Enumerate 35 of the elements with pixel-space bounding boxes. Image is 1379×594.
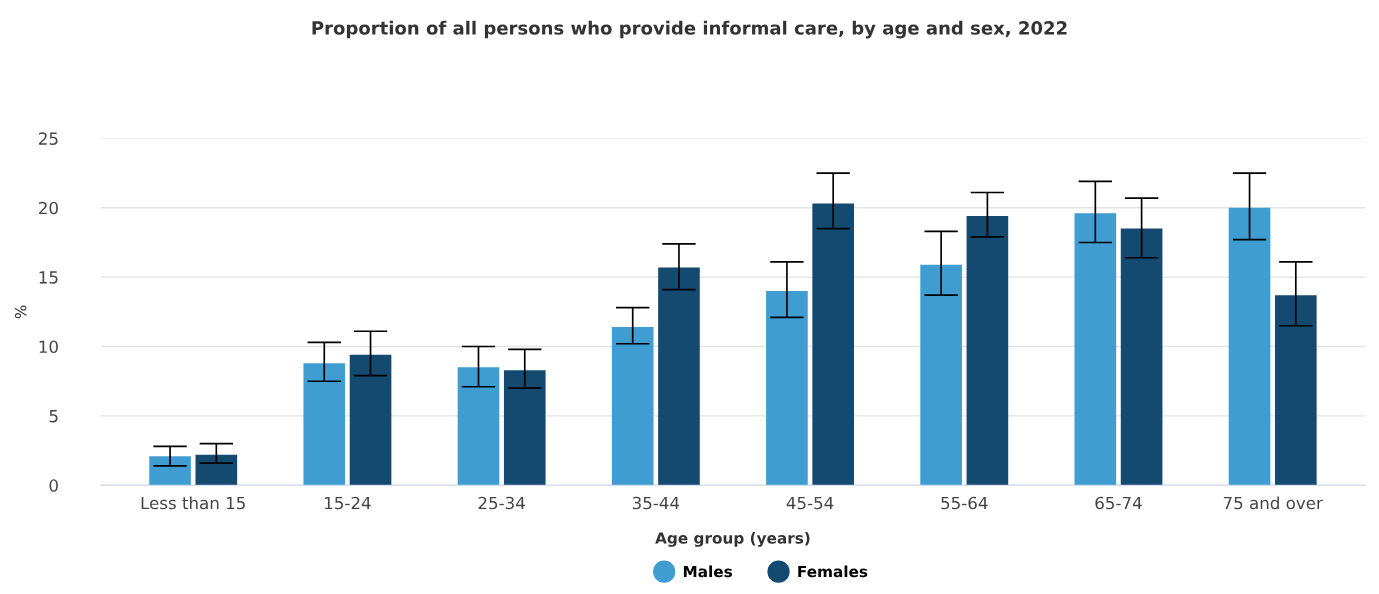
bar	[195, 454, 238, 486]
bar	[303, 363, 346, 486]
y-tick-label: 0	[49, 479, 58, 492]
x-tick-label: 35-44	[632, 496, 680, 510]
y-axis-title: %	[14, 305, 27, 319]
y-tick-label: 10	[39, 340, 58, 354]
bar	[920, 264, 962, 486]
bar	[1120, 228, 1163, 486]
legend-label: Females	[798, 565, 868, 578]
y-tick-label: 15	[39, 271, 58, 284]
x-tick-label: 55-64	[941, 496, 988, 510]
bar	[149, 456, 191, 486]
x-tick-label: 75 and over	[1223, 496, 1323, 510]
x-tick-label: 65-74	[1095, 496, 1142, 510]
x-tick-label: 15-24	[325, 496, 371, 510]
x-axis-title: Age group (years)	[655, 531, 810, 547]
bar	[349, 354, 392, 486]
bar	[766, 291, 808, 486]
y-tick-label: 20	[39, 201, 58, 215]
bar	[611, 327, 654, 486]
x-tick-label: 45-54	[786, 496, 834, 510]
legend-label: Males	[683, 565, 732, 578]
y-tick-label: 5	[49, 410, 58, 423]
bar	[457, 367, 500, 486]
bar	[503, 370, 546, 486]
bar	[1275, 295, 1317, 486]
bar	[966, 216, 1009, 486]
x-tick-label: 25-34	[478, 496, 525, 510]
y-tick-label: 25	[39, 132, 58, 145]
bar	[658, 267, 700, 486]
bar	[812, 203, 854, 486]
bar	[1074, 213, 1117, 486]
chart-title: Proportion of all persons who provide informal care, by age and sex, 2022	[312, 20, 1067, 39]
x-tick-label: Less than 15	[141, 496, 245, 510]
bar	[1228, 207, 1271, 486]
